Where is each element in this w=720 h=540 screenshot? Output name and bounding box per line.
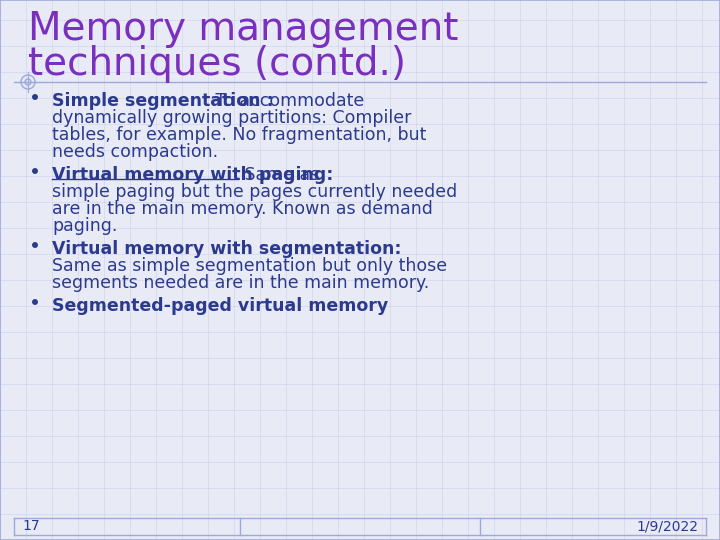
- Circle shape: [32, 168, 37, 173]
- Text: Memory management: Memory management: [28, 10, 459, 48]
- Text: Same as simple segmentation but only those: Same as simple segmentation but only tho…: [52, 257, 447, 275]
- Text: segments needed are in the main memory.: segments needed are in the main memory.: [52, 274, 429, 292]
- Text: are in the main memory. Known as demand: are in the main memory. Known as demand: [52, 200, 433, 218]
- Circle shape: [32, 243, 37, 247]
- Circle shape: [32, 300, 37, 304]
- Text: Same as: Same as: [239, 166, 319, 184]
- Text: paging.: paging.: [52, 217, 117, 235]
- Text: tables, for example. No fragmentation, but: tables, for example. No fragmentation, b…: [52, 126, 426, 144]
- Text: Simple segmentation :: Simple segmentation :: [52, 92, 274, 110]
- Text: 17: 17: [22, 519, 40, 534]
- Text: Segmented-paged virtual memory: Segmented-paged virtual memory: [52, 297, 388, 315]
- Text: needs compaction.: needs compaction.: [52, 143, 218, 161]
- Text: simple paging but the pages currently needed: simple paging but the pages currently ne…: [52, 183, 457, 201]
- Text: dynamically growing partitions: Compiler: dynamically growing partitions: Compiler: [52, 109, 411, 127]
- Text: To accommodate: To accommodate: [210, 92, 364, 110]
- Text: Virtual memory with paging:: Virtual memory with paging:: [52, 166, 333, 184]
- Text: techniques (contd.): techniques (contd.): [28, 45, 406, 83]
- Text: 1/9/2022: 1/9/2022: [636, 519, 698, 534]
- Circle shape: [32, 94, 37, 99]
- Text: Virtual memory with segmentation:: Virtual memory with segmentation:: [52, 240, 402, 258]
